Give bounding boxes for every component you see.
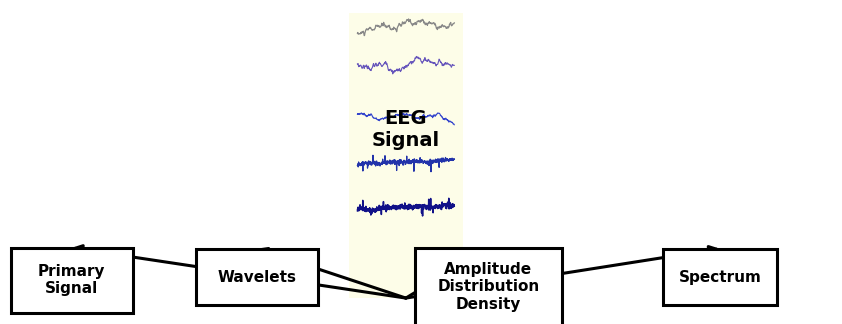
FancyBboxPatch shape (195, 249, 317, 305)
Text: Primary
Signal: Primary Signal (38, 264, 105, 296)
Text: Spectrum: Spectrum (679, 270, 761, 284)
FancyBboxPatch shape (414, 248, 562, 324)
Text: Wavelets: Wavelets (217, 270, 296, 284)
Text: Amplitude
Distribution
Density: Amplitude Distribution Density (437, 262, 540, 312)
FancyBboxPatch shape (349, 13, 463, 298)
FancyBboxPatch shape (11, 248, 133, 313)
FancyBboxPatch shape (663, 249, 777, 305)
Text: EEG
Signal: EEG Signal (372, 109, 440, 150)
